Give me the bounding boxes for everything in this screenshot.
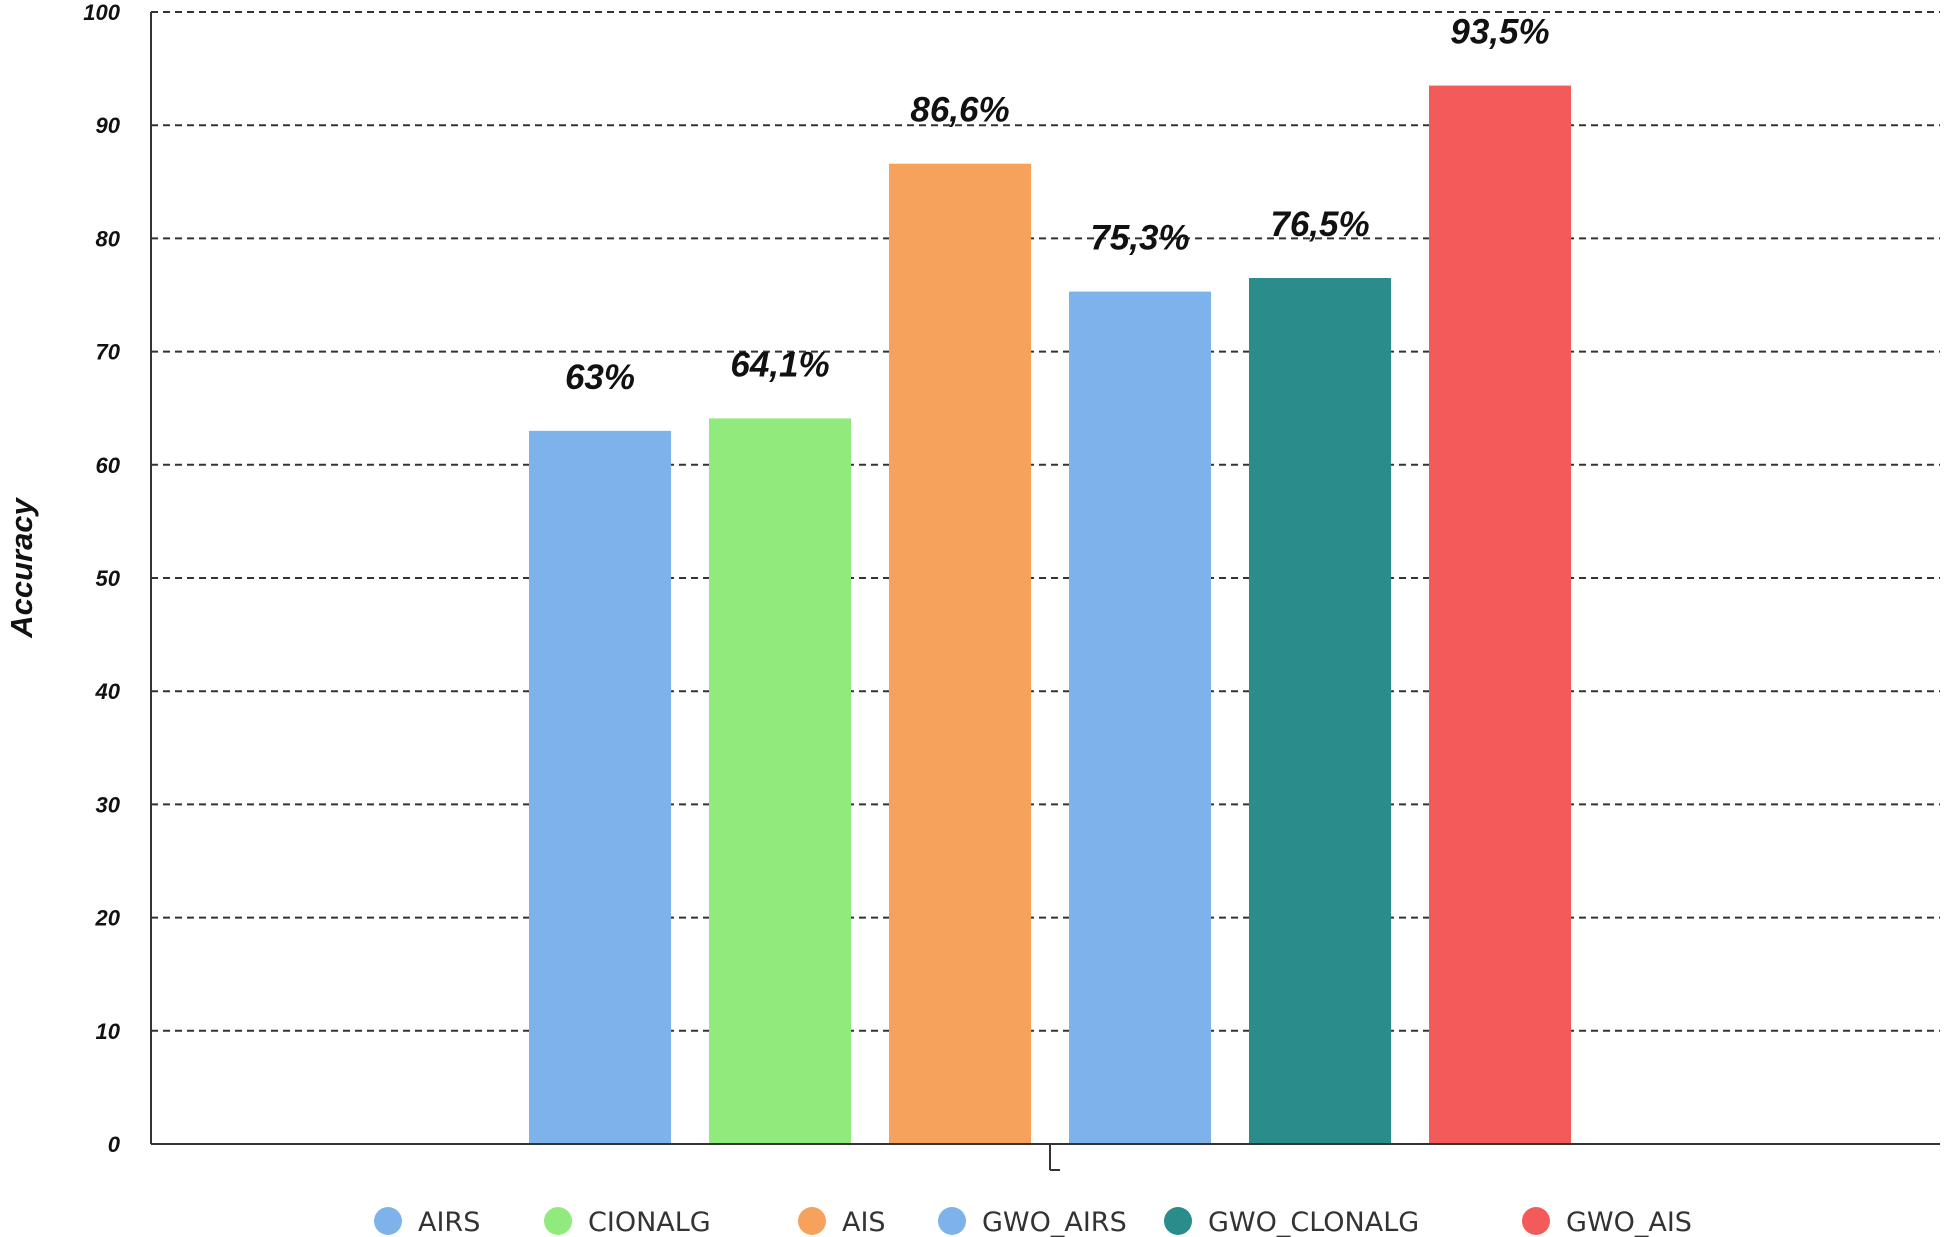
data-label: 75,3% [1090,219,1189,258]
bars [529,85,1571,1145]
y-tick-label: 80 [96,226,121,251]
data-label: 64,1% [730,345,829,384]
legend-marker [374,1207,402,1235]
legend-item-cionalg[interactable]: CIONALG [544,1207,711,1237]
legend-label: GWO_AIS [1566,1207,1692,1237]
bar-cionalg [709,418,851,1144]
legend-label: CIONALG [588,1207,711,1237]
y-tick-label: 0 [108,1132,121,1157]
bar-gwo-clonalg [1249,278,1391,1144]
legend-item-gwo-ais[interactable]: GWO_AIS [1522,1207,1692,1237]
legend-marker [544,1207,572,1235]
y-tick-label: 20 [95,906,121,931]
bar-ais [889,163,1031,1145]
data-label: 86,6% [910,91,1009,130]
legend-item-airs[interactable]: AIRS [374,1207,480,1237]
legend-marker [1164,1207,1192,1235]
y-tick-label: 40 [95,679,121,704]
y-tick-label: 60 [96,453,121,478]
y-tick-label: 100 [83,0,120,25]
legend-marker [938,1207,966,1235]
y-tick-label: 90 [96,113,121,138]
data-label: 76,5% [1270,205,1369,244]
data-labels: 63% 64,1% 86,6% 75,3% 76,5% 93,5% [565,13,1550,397]
y-tick-label: 10 [96,1019,121,1044]
legend: AIRS CIONALG AIS GWO_AIRS GWO_CLONALG GWO_AIS [374,1207,1692,1237]
gridlines [151,11,1940,1032]
y-tick-label: 50 [96,566,121,591]
legend-marker [798,1207,826,1235]
legend-item-gwo-airs[interactable]: GWO_AIRS [938,1207,1127,1237]
y-tick-label: 30 [96,792,121,817]
bar-gwo-airs [1069,291,1211,1144]
legend-label: GWO_CLONALG [1208,1207,1419,1237]
legend-label: AIRS [418,1207,480,1237]
legend-marker [1522,1207,1550,1235]
y-tick-label: 70 [96,340,121,365]
bar-airs [529,430,671,1145]
y-axis-label: Accuracy [4,496,39,638]
legend-item-gwo-clonalg[interactable]: GWO_CLONALG [1164,1207,1419,1237]
data-label: 93,5% [1450,13,1549,52]
bar-gwo-ais [1429,85,1571,1145]
axes [150,12,1940,1171]
legend-label: AIS [842,1207,886,1237]
data-label: 63% [565,358,635,397]
legend-item-ais[interactable]: AIS [798,1207,886,1237]
y-axis-ticks: 0 10 20 30 40 50 60 70 80 90 100 [83,0,120,1157]
legend-label: GWO_AIRS [982,1207,1127,1237]
